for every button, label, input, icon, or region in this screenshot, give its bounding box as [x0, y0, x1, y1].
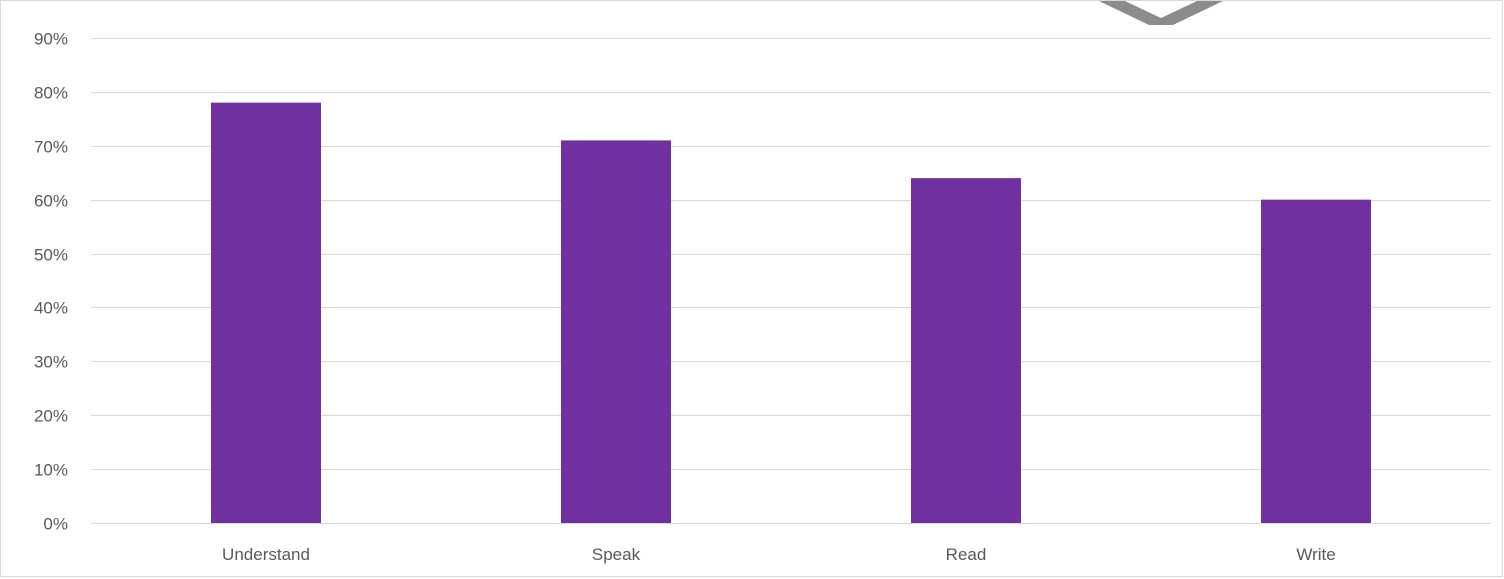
watermark-logo	[1099, 1, 1223, 25]
bar-read	[911, 178, 1021, 523]
watermark-shape	[1099, 1, 1223, 25]
bar-understand	[211, 102, 321, 524]
y-tick-label: 90%	[34, 30, 68, 49]
x-axis: Understand Speak Read Write	[222, 545, 1336, 564]
x-tick-label-speak: Speak	[592, 545, 641, 564]
y-tick-label: 60%	[34, 192, 68, 211]
bars	[211, 102, 1371, 524]
y-tick-label: 0%	[43, 515, 68, 534]
gridlines	[91, 38, 1491, 524]
y-tick-label: 30%	[34, 353, 68, 372]
y-tick-label: 70%	[34, 138, 68, 157]
y-tick-label: 20%	[34, 407, 68, 426]
y-tick-label: 10%	[34, 461, 68, 480]
x-tick-label-read: Read	[946, 545, 987, 564]
y-tick-label: 80%	[34, 84, 68, 103]
x-tick-label-understand: Understand	[222, 545, 310, 564]
bar-speak	[561, 140, 671, 523]
y-axis: 0% 10% 20% 30% 40% 50% 60% 70% 80% 90%	[34, 30, 68, 534]
bar-write	[1261, 199, 1371, 523]
y-tick-label: 40%	[34, 299, 68, 318]
x-tick-label-write: Write	[1296, 545, 1335, 564]
y-tick-label: 50%	[34, 246, 68, 265]
